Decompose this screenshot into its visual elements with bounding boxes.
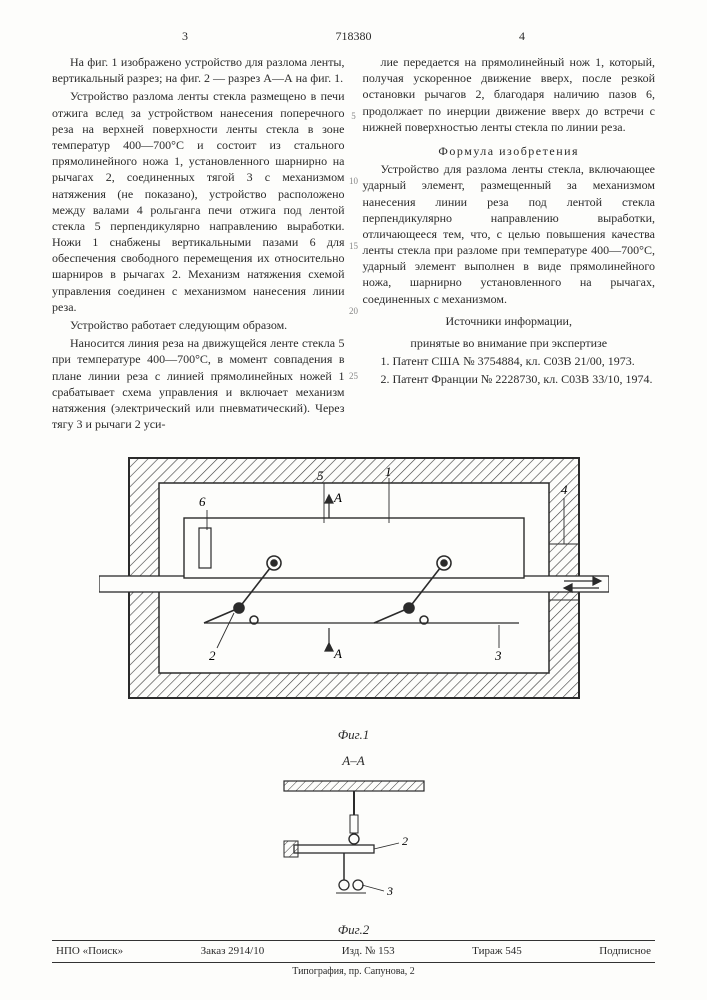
figure-1-caption: Фиг.1 (52, 726, 655, 744)
line-marker: 10 (349, 175, 358, 187)
sources-subheading: принятые во внимание при экспертизе (363, 335, 656, 351)
formula-heading: Формула изобретения (363, 143, 656, 159)
footer-order: Заказ 2914/10 (201, 944, 265, 959)
fig1-label-5: 5 (317, 468, 324, 483)
footer-typography: Типография, пр. Сапунова, 2 (52, 965, 655, 979)
paragraph: лие передается на прямолинейный нож 1, к… (363, 54, 656, 135)
fig1-label-6: 6 (199, 494, 206, 509)
paragraph: На фиг. 1 изображено устройство для разл… (52, 54, 345, 86)
reference: 2. Патент Франции № 2228730, кл. С03В 33… (363, 371, 656, 387)
sources-heading: Источники информации, (363, 313, 656, 329)
reference: 1. Патент США № 3754884, кл. С03В 21/00,… (363, 353, 656, 369)
footer-org: НПО «Поиск» (56, 944, 123, 959)
fig1-label-1: 1 (385, 464, 392, 479)
document-number: 718380 (336, 28, 372, 44)
fig1-label-3: 3 (494, 648, 502, 663)
fig2-label-3: 3 (386, 884, 393, 898)
figure-2-diagram: 2 3 (254, 773, 454, 913)
paragraph: Устройство для разлома ленты стекла, вкл… (363, 161, 656, 307)
figure-2-caption: Фиг.2 (52, 921, 655, 939)
line-marker: 20 (349, 305, 358, 317)
fig1-label-2: 2 (209, 648, 216, 663)
fig2-label-2: 2 (402, 834, 408, 848)
paragraph: Устройство работает следующим образом. (52, 317, 345, 333)
footer: НПО «Поиск» Заказ 2914/10 Изд. № 153 Тир… (52, 940, 655, 978)
footer-line: НПО «Поиск» Заказ 2914/10 Изд. № 153 Тир… (52, 940, 655, 963)
section-label: А–А (52, 752, 655, 770)
footer-sub: Подписное (599, 944, 651, 959)
right-column: лие передается на прямолинейный нож 1, к… (363, 54, 656, 434)
fig1-label-4: 4 (561, 482, 568, 497)
footer-izd: Изд. № 153 (342, 944, 395, 959)
figure-1-diagram: 5 1 6 4 2 3 А А (99, 448, 609, 718)
figure-area: 5 1 6 4 2 3 А А Фиг.1 А–А 2 (52, 448, 655, 939)
paragraph: Наносится линия реза на движущейся ленте… (52, 335, 345, 432)
line-marker: 15 (349, 240, 358, 252)
left-column: На фиг. 1 изображено устройство для разл… (52, 54, 345, 434)
paragraph: Устройство разлома ленты стекла размещен… (52, 88, 345, 315)
fig1-label-A-bot: А (333, 646, 342, 661)
line-marker: 25 (349, 370, 358, 382)
line-marker: 5 (351, 110, 356, 122)
fig1-label-A-top: А (333, 490, 342, 505)
footer-tirazh: Тираж 545 (472, 944, 522, 959)
page-number-left: 3 (182, 28, 188, 44)
page-number-right: 4 (519, 28, 525, 44)
page-header: 3 718380 4 (52, 28, 655, 46)
